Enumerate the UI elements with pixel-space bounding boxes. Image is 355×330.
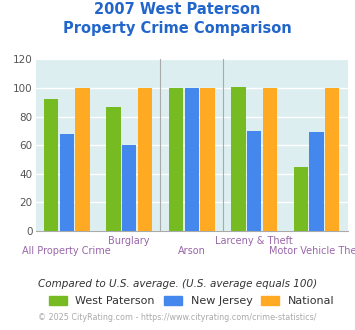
- Bar: [247, 131, 261, 231]
- Bar: [231, 86, 246, 231]
- Bar: [263, 88, 277, 231]
- Bar: [44, 99, 58, 231]
- Text: © 2025 CityRating.com - https://www.cityrating.com/crime-statistics/: © 2025 CityRating.com - https://www.city…: [38, 314, 317, 322]
- Text: Motor Vehicle Theft: Motor Vehicle Theft: [269, 246, 355, 256]
- Text: Arson: Arson: [178, 246, 206, 256]
- Bar: [60, 134, 74, 231]
- Bar: [185, 88, 199, 231]
- Bar: [325, 88, 339, 231]
- Text: Larceny & Theft: Larceny & Theft: [215, 236, 293, 246]
- Text: Compared to U.S. average. (U.S. average equals 100): Compared to U.S. average. (U.S. average …: [38, 279, 317, 289]
- Bar: [122, 145, 136, 231]
- Text: All Property Crime: All Property Crime: [22, 246, 111, 256]
- Bar: [169, 88, 183, 231]
- Bar: [75, 88, 89, 231]
- Text: 2007 West Paterson: 2007 West Paterson: [94, 2, 261, 16]
- Text: Property Crime Comparison: Property Crime Comparison: [63, 21, 292, 36]
- Bar: [106, 107, 121, 231]
- Bar: [310, 132, 324, 231]
- Text: Burglary: Burglary: [109, 236, 150, 246]
- Bar: [294, 167, 308, 231]
- Bar: [200, 88, 214, 231]
- Legend: West Paterson, New Jersey, National: West Paterson, New Jersey, National: [44, 291, 339, 311]
- Bar: [138, 88, 152, 231]
